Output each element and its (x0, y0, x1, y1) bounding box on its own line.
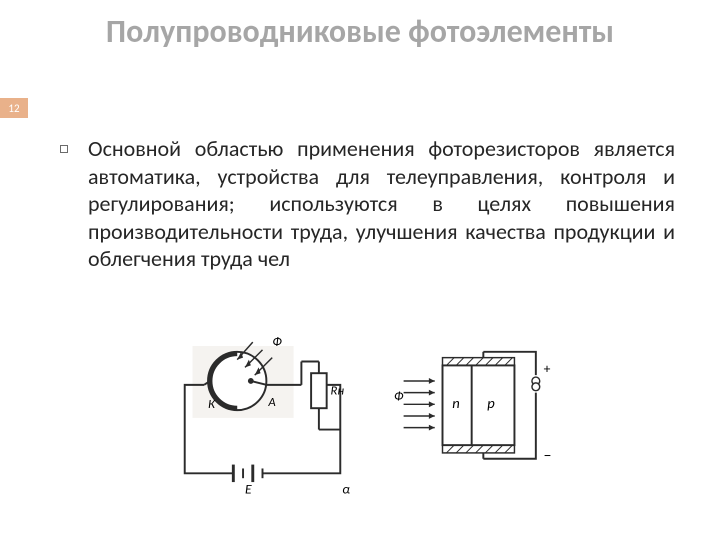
label-p: p (487, 394, 495, 412)
bullet-item: Основной областью применения фоторезисто… (60, 135, 675, 273)
page-number-badge: 12 (0, 98, 28, 118)
light-arrows-right (403, 378, 434, 431)
label-minus: − (543, 447, 551, 466)
diagram-right: Ф n p + − (390, 330, 555, 500)
label-K: К (208, 397, 216, 412)
label-A: А (267, 395, 275, 410)
label-alpha: α (342, 481, 350, 498)
paragraph-text: Основной областью применения фоторезисто… (88, 135, 675, 273)
label-plus: + (543, 360, 550, 377)
bullet-icon (60, 145, 68, 153)
label-phi-right: Ф (394, 387, 404, 404)
slide-title: Полупроводниковые фотоэлементы (0, 0, 720, 51)
label-Rn: Rн (331, 384, 345, 399)
diagram-row: Ф К А Rн E α (175, 330, 555, 505)
label-E: E (245, 481, 252, 498)
diagram-left: Ф К А Rн E α (175, 330, 360, 500)
label-n: n (452, 394, 459, 412)
label-phi-left: Ф (272, 333, 282, 350)
body-area: Основной областью применения фоторезисто… (60, 135, 675, 273)
